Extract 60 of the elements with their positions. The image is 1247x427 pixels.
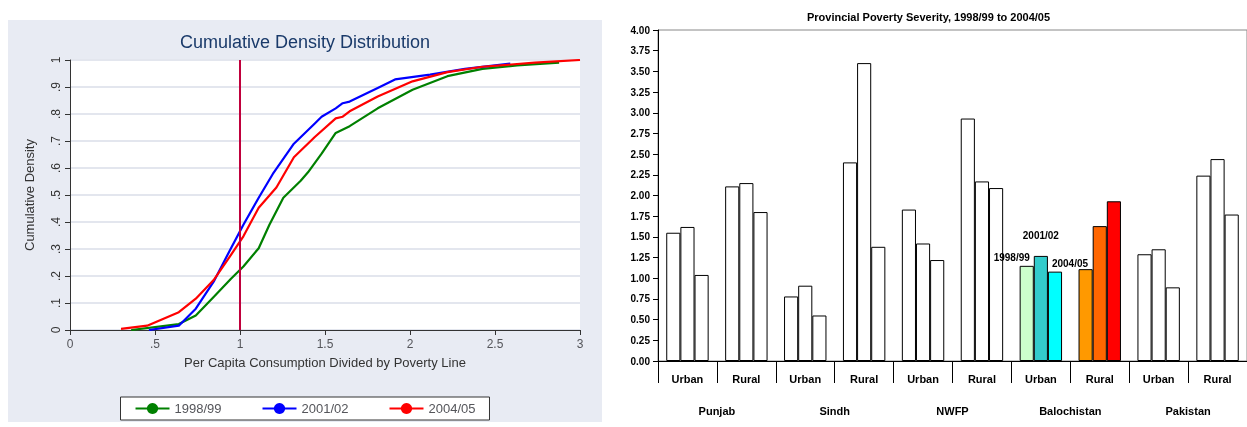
y-tick-label: 0.50 (630, 314, 651, 326)
y-tick-label: 4.00 (630, 24, 651, 36)
x-tick-label: Rural (732, 372, 761, 385)
y-tick-label: .3 (49, 243, 63, 255)
y-tick-label: .6 (49, 162, 63, 174)
text: Sindh (819, 404, 851, 417)
x-tick-label: Rural (1203, 372, 1232, 385)
x-tick-label: 0 (66, 337, 74, 351)
x-tick-label: 2.5 (486, 337, 504, 351)
y-tick-label: .2 (49, 270, 63, 282)
x-tick-label: 1 (236, 337, 244, 351)
y-tick-label: 2.25 (630, 169, 651, 181)
x-tick-label: Urban (671, 372, 704, 385)
text: NWFP (936, 404, 969, 417)
y-tick-label: 1 (49, 56, 63, 64)
line-series (147, 62, 512, 332)
text: Punjab (698, 404, 736, 417)
y-tick-label: 1.50 (630, 231, 651, 243)
y-tick-label: 1.00 (630, 272, 651, 284)
y-tick-label: 3.50 (630, 65, 651, 77)
series-label: 2001/02 (1022, 230, 1060, 242)
y-tick-label: .7 (49, 135, 63, 147)
y-tick-label: 1.75 (630, 210, 651, 222)
x-axis-title: Per Capita Consumption Divided by Poverty Line (184, 355, 466, 370)
legend-label: 1998/99 (174, 401, 222, 416)
y-tick-label: 1.25 (630, 252, 651, 264)
y-tick-label: .1 (49, 297, 63, 309)
text: Pakistan (1165, 404, 1211, 417)
y-tick-label: 2.75 (630, 127, 651, 139)
y-tick-label: 2.00 (630, 190, 651, 201)
chart-title: Cumulative Density Distribution (179, 32, 431, 52)
y-tick-label: .4 (49, 216, 63, 228)
x-tick-label: 3 (576, 337, 584, 351)
x-tick-label: Rural (850, 372, 879, 385)
x-tick-label: Urban (1024, 372, 1058, 385)
legend-label: 2001/02 (301, 401, 349, 416)
text: Balochistan (1039, 404, 1102, 417)
y-tick-label: 0.25 (630, 334, 651, 346)
y-tick-label: 0 (49, 326, 63, 334)
x-tick-label: Rural (967, 372, 997, 385)
chart-title: Provincial Poverty Severity, 1998/99 to 2004/05 (806, 10, 1051, 23)
y-tick-label: .8 (49, 108, 63, 120)
series-label: 2004/05 (1051, 258, 1089, 270)
y-tick-label: 0.00 (630, 355, 651, 367)
y-tick-label: 2.50 (630, 148, 651, 160)
x-tick-label: Rural (1085, 372, 1114, 385)
x-tick-label: Urban (1142, 372, 1175, 385)
y-tick-label: 3.00 (630, 107, 651, 119)
y-tick-label: .5 (49, 189, 63, 201)
y-tick-label: 3.25 (630, 86, 651, 98)
y-axis-title: Cumulative Density (22, 138, 37, 251)
x-tick-label: .5 (149, 337, 161, 351)
x-tick-label: Urban (907, 372, 940, 385)
y-tick-label: 0.75 (630, 293, 651, 305)
y-tick-label: .9 (49, 81, 63, 93)
legend-label: 2004/05 (428, 401, 476, 416)
x-tick-label: 2 (406, 337, 414, 351)
x-tick-label: 1.5 (316, 337, 334, 351)
y-tick-label: 3.75 (630, 45, 651, 57)
x-tick-label: Urban (789, 372, 822, 385)
